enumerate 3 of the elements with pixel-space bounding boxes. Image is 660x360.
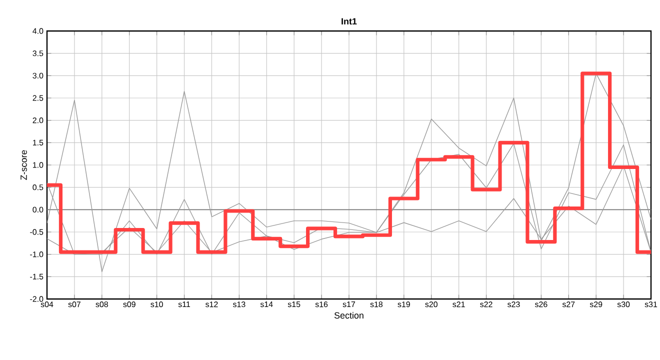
chart-title: Int1 (342, 18, 357, 25)
y-axis-title: Z-score (20, 150, 27, 180)
x-axis-title: Section (334, 312, 364, 319)
